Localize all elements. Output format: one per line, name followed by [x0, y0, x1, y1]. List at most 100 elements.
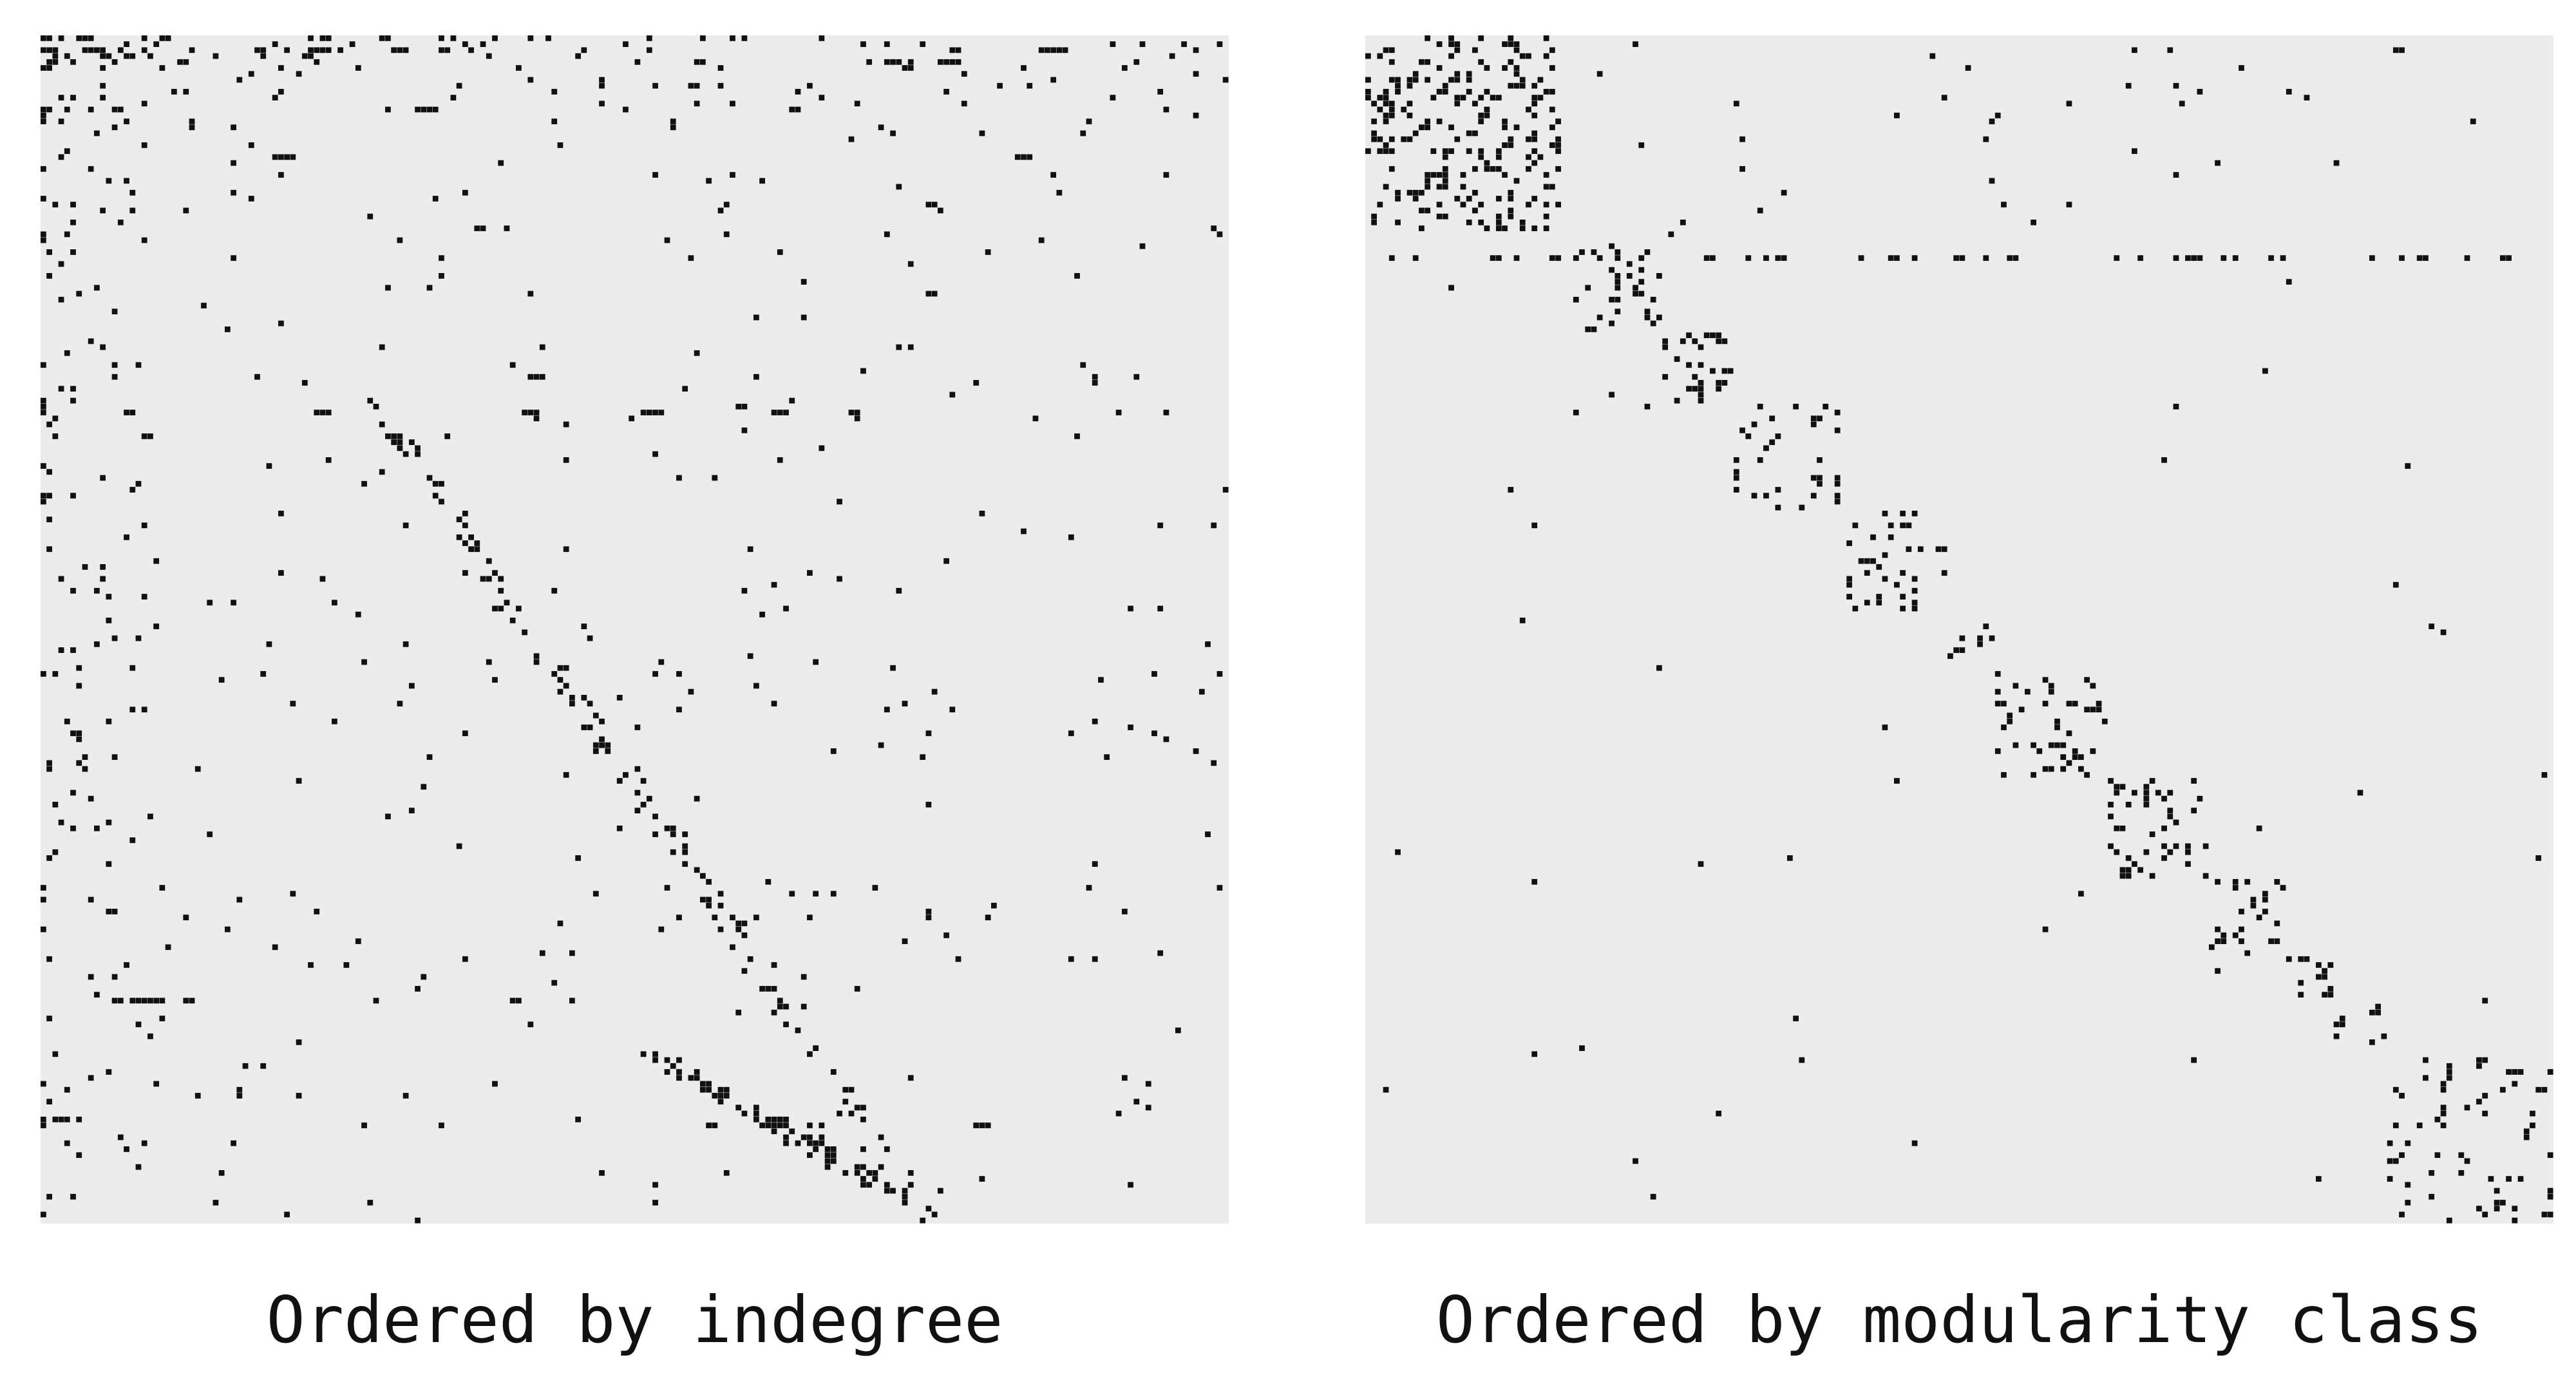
indegree-cell — [106, 718, 112, 724]
indegree-cell — [94, 992, 100, 998]
indegree-cell — [824, 1146, 831, 1152]
indegree-cell — [1217, 671, 1223, 677]
modularity-cell — [2119, 784, 2126, 790]
modularity-cell — [2031, 219, 2036, 225]
indegree-cell — [658, 659, 665, 665]
modularity-cell — [1448, 53, 1454, 59]
indegree-cell — [777, 1116, 783, 1122]
modularity-cell — [1425, 184, 1431, 190]
indegree-cell — [712, 1122, 718, 1128]
indegree-cell — [830, 1152, 837, 1159]
modularity-cell — [2066, 202, 2072, 208]
indegree-cell — [837, 498, 842, 505]
modularity-cell — [1662, 374, 1669, 380]
indegree-cell — [498, 587, 504, 594]
indegree-cell — [41, 403, 46, 410]
modularity-cell — [1395, 82, 1401, 89]
indegree-cell — [88, 974, 94, 980]
indegree-cell — [70, 1193, 76, 1200]
indegree-cell — [694, 1069, 700, 1075]
modularity-cell — [2149, 831, 2155, 837]
indegree-cell — [314, 909, 320, 914]
indegree-cell — [837, 576, 842, 582]
indegree-cell — [717, 891, 724, 897]
modularity-cell — [1412, 189, 1419, 196]
indegree-cell — [629, 415, 635, 422]
indegree-cell — [854, 410, 860, 415]
indegree-cell — [111, 308, 118, 315]
indegree-cell — [52, 849, 59, 855]
indegree-cell — [147, 1033, 153, 1039]
indegree-cell — [706, 902, 712, 909]
modularity-cell — [2494, 1200, 2500, 1206]
modularity-cell — [1710, 332, 1716, 339]
indegree-cell — [70, 249, 76, 255]
indegree-cell — [605, 742, 611, 748]
modularity-cell — [2304, 956, 2310, 962]
indegree-cell — [878, 124, 884, 131]
modularity-cell — [2125, 867, 2132, 873]
modularity-cell — [1947, 653, 1953, 659]
indegree-cell — [88, 795, 94, 802]
indegree-cell — [284, 47, 290, 53]
modularity-cell — [2001, 202, 2007, 208]
modularity-cell — [1388, 112, 1395, 118]
indegree-cell — [819, 1122, 825, 1128]
indegree-cell — [52, 59, 59, 65]
modularity-cell — [2012, 255, 2019, 261]
indegree-cell — [1217, 41, 1223, 47]
indegree-cell — [254, 47, 260, 53]
indegree-cell — [402, 1093, 409, 1099]
modularity-cell — [1395, 189, 1401, 196]
indegree-cell — [813, 1146, 819, 1152]
modularity-cell — [2114, 849, 2120, 855]
modularity-cell — [1549, 124, 1555, 131]
modularity-cell — [1442, 178, 1448, 184]
modularity-cell — [1365, 95, 1371, 101]
indegree-cell — [165, 944, 171, 951]
indegree-cell — [111, 106, 118, 113]
indegree-cell — [236, 1086, 243, 1093]
indegree-cell — [1092, 861, 1098, 867]
indegree-cell — [379, 344, 385, 350]
indegree-cell — [46, 47, 52, 53]
modularity-cell — [1508, 213, 1514, 220]
indegree-cell — [854, 1104, 860, 1111]
modularity-cell — [2202, 873, 2209, 879]
indegree-cell — [694, 100, 700, 107]
indegree-cell — [456, 82, 462, 89]
indegree-cell — [379, 35, 385, 41]
modularity-cell — [2215, 968, 2221, 974]
modularity-cell — [2149, 778, 2155, 784]
modularity-cell — [1710, 368, 1716, 374]
modularity-cell — [2298, 956, 2304, 962]
modularity-cell — [1555, 202, 1561, 208]
modularity-cell — [2018, 706, 2025, 713]
modularity-cell — [1710, 255, 1716, 261]
modularity-cell — [2541, 1086, 2548, 1093]
indegree-cell — [88, 35, 94, 41]
indegree-cell — [141, 47, 147, 53]
modularity-cell — [1531, 112, 1538, 118]
indegree-cell — [474, 546, 480, 553]
indegree-cell — [765, 878, 772, 885]
modularity-cell — [2185, 255, 2191, 261]
indegree-cell — [94, 825, 100, 831]
indegree-cell — [153, 558, 160, 564]
modularity-cell — [2054, 718, 2060, 724]
indegree-cell — [1050, 77, 1057, 83]
indegree-cell — [111, 754, 118, 760]
modularity-cell — [1698, 386, 1704, 392]
modularity-cell — [1430, 172, 1437, 178]
indegree-cell — [367, 213, 374, 220]
indegree-cell — [64, 1086, 70, 1093]
modularity-cell — [1763, 445, 1769, 451]
modularity-cell — [1508, 196, 1514, 202]
indegree-cell — [920, 41, 926, 47]
modularity-cell — [1519, 618, 1526, 623]
modularity-cell — [1864, 570, 1870, 576]
indegree-cell — [789, 106, 795, 113]
indegree-cell — [676, 671, 682, 677]
modularity-cell — [1596, 314, 1603, 321]
indegree-cell — [70, 202, 76, 208]
